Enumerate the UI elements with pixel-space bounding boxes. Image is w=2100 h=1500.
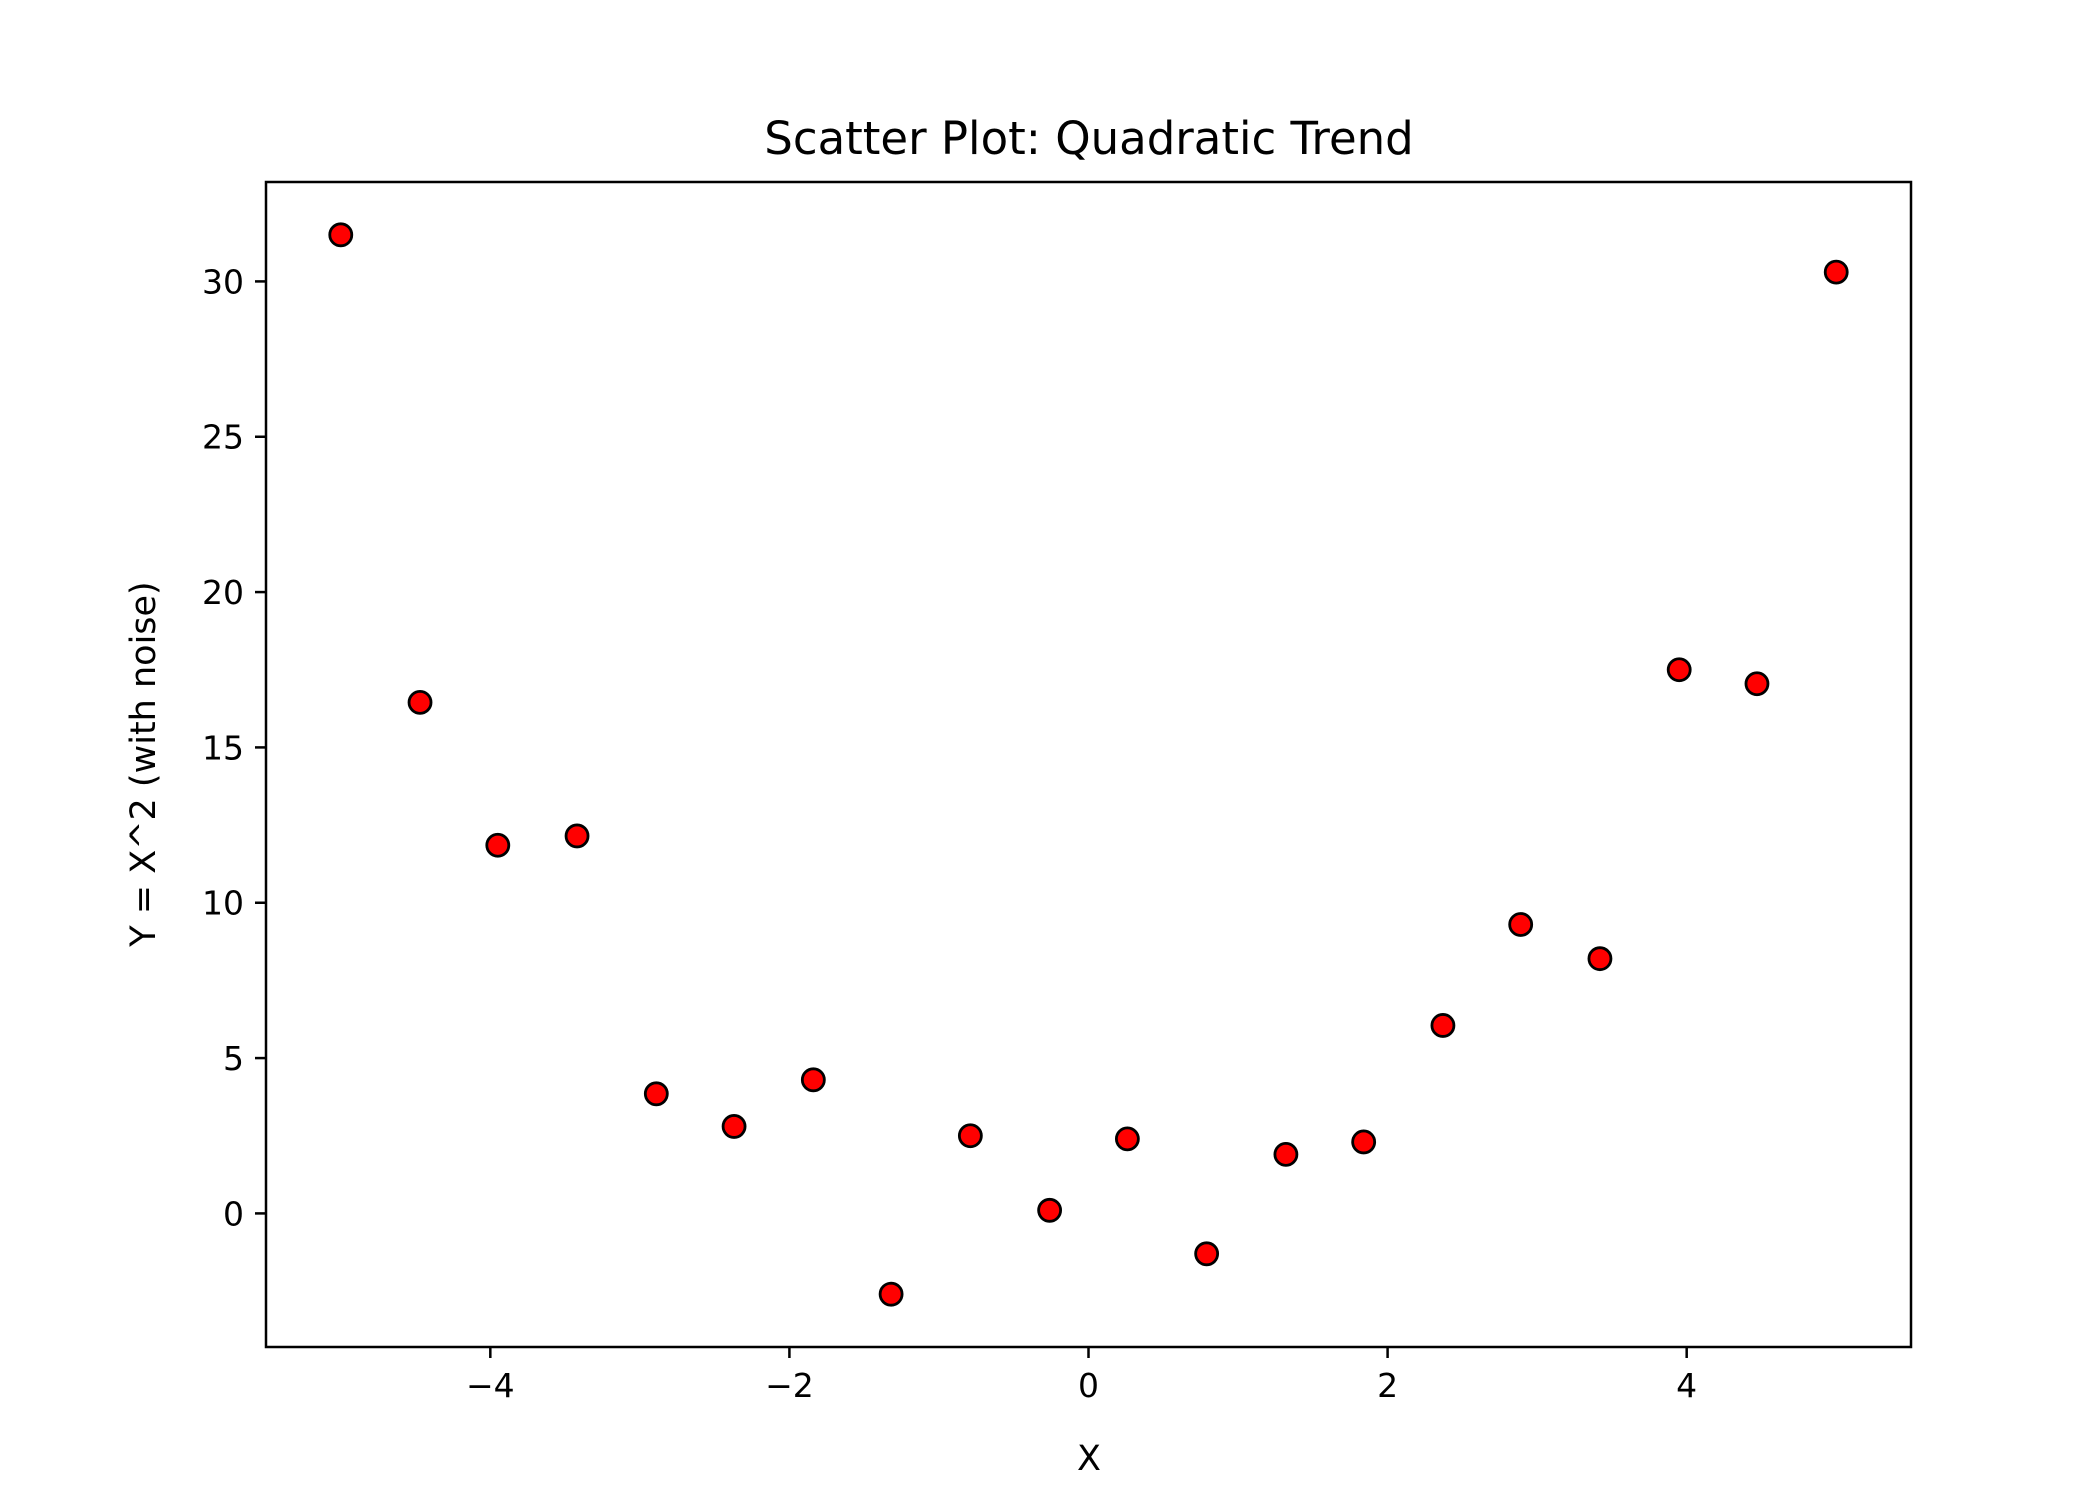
y-tick-label: 20 xyxy=(202,573,244,612)
data-point xyxy=(1351,1129,1377,1155)
y-tick-label: 5 xyxy=(223,1039,244,1078)
y-tick-label: 30 xyxy=(202,262,244,301)
y-axis-title: Y = X^2 (with noise) xyxy=(124,581,164,947)
data-point xyxy=(878,1281,904,1307)
data-point xyxy=(800,1067,826,1093)
points-layer xyxy=(328,222,1849,1307)
x-tick-label: −4 xyxy=(466,1366,515,1405)
data-point xyxy=(328,222,354,248)
x-axis-title: X xyxy=(1077,1439,1101,1479)
plot-frame xyxy=(264,180,1913,1349)
data-point xyxy=(1430,1013,1456,1038)
data-point xyxy=(1666,657,1692,683)
y-tick-label: 0 xyxy=(223,1194,244,1233)
axes-layer: −4 −2 0 2 4 0 5 10 15 20 25 30 xyxy=(202,262,1697,1405)
data-point xyxy=(721,1114,747,1139)
data-point xyxy=(1273,1141,1299,1167)
data-point xyxy=(1587,946,1613,972)
data-point xyxy=(1744,671,1770,697)
x-tick-label: 4 xyxy=(1676,1366,1697,1405)
data-point xyxy=(643,1081,669,1107)
data-point xyxy=(1114,1126,1140,1152)
y-tick-label: 15 xyxy=(202,728,244,767)
x-tick-label: 0 xyxy=(1078,1366,1099,1405)
data-point xyxy=(1037,1197,1063,1223)
data-point xyxy=(407,689,433,715)
chart-title: Scatter Plot: Quadratic Trend xyxy=(764,112,1413,165)
data-point xyxy=(485,832,511,858)
data-point xyxy=(957,1123,983,1149)
data-point xyxy=(1194,1241,1220,1267)
data-point xyxy=(1508,912,1534,937)
y-tick-label: 10 xyxy=(202,884,244,923)
x-tick-label: −2 xyxy=(765,1366,814,1405)
data-point xyxy=(1823,259,1849,285)
data-point xyxy=(564,823,590,849)
y-tick-label: 25 xyxy=(202,418,244,457)
x-tick-label: 2 xyxy=(1377,1366,1398,1405)
